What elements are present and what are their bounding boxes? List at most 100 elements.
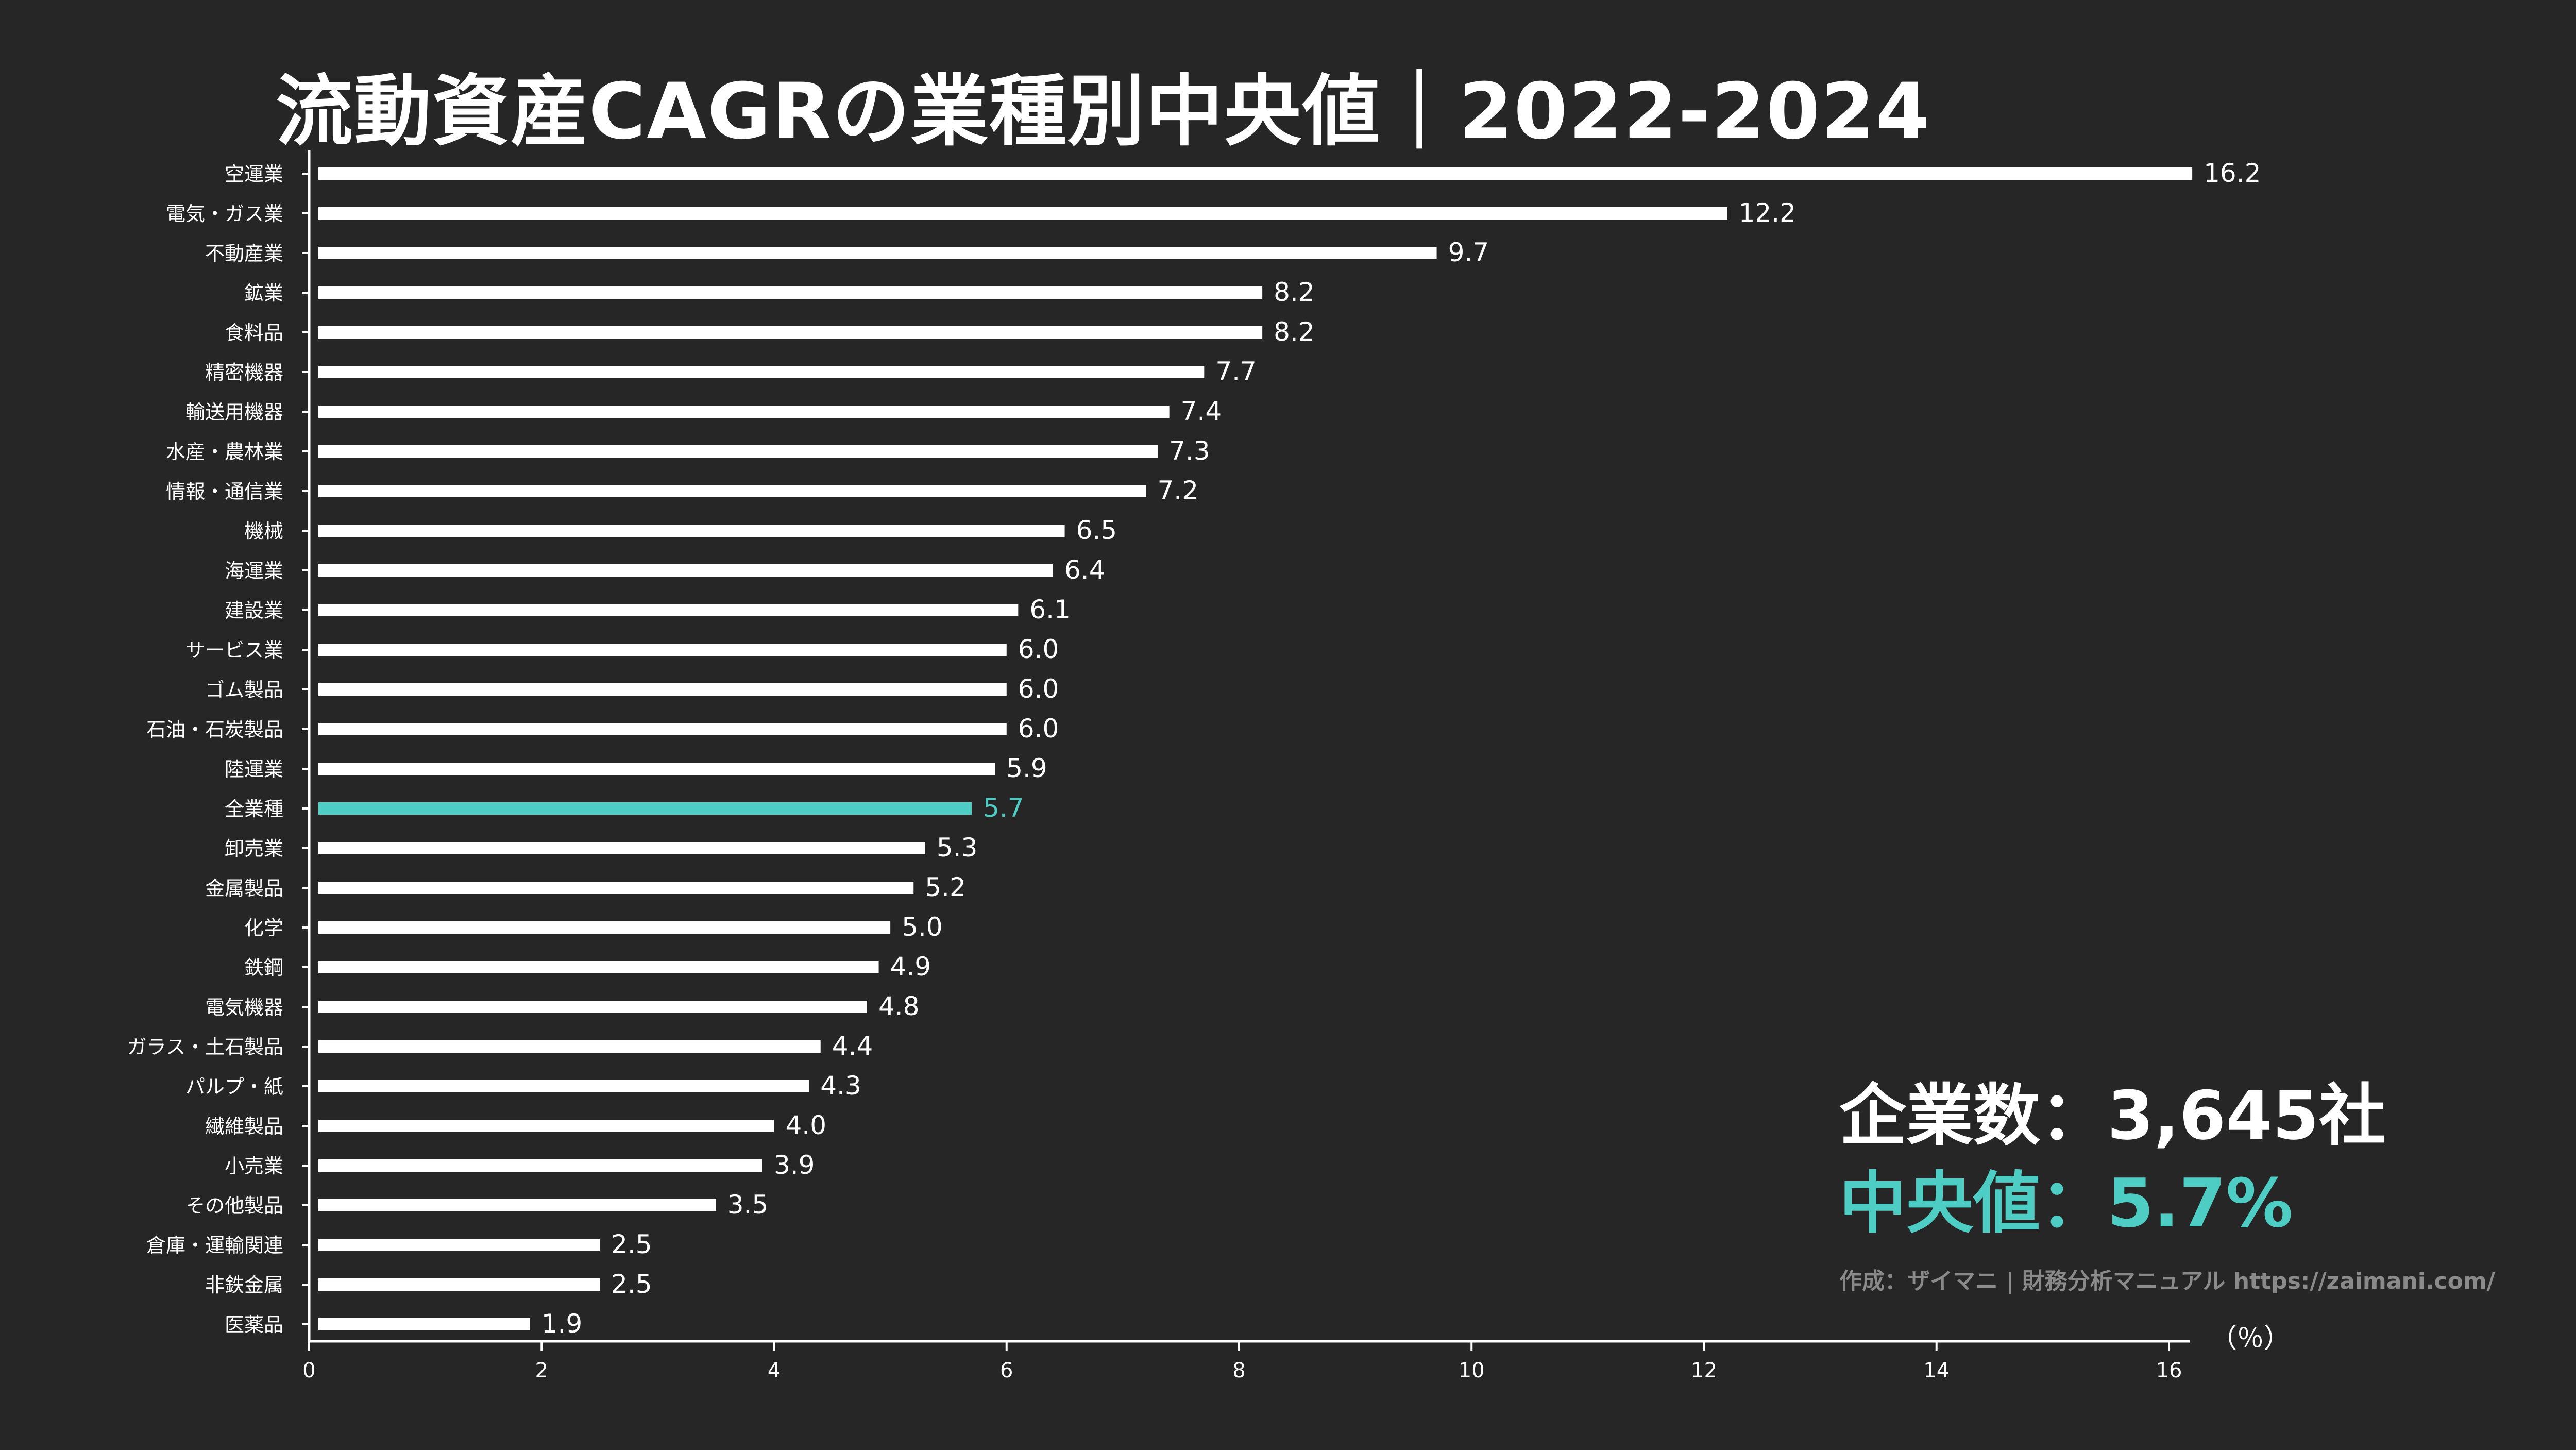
bar xyxy=(318,406,1170,418)
category-label: 倉庫・運輸関連 xyxy=(146,1234,283,1257)
value-label: 6.0 xyxy=(1018,634,1059,664)
bar xyxy=(318,525,1065,537)
bar xyxy=(318,1278,600,1291)
summary-box: 企業数：3,645社 中央値：5.7% 作成：ザイマニ | 財務分析マニュアル … xyxy=(1839,1072,2495,1295)
x-tick-label: 16 xyxy=(2156,1359,2182,1382)
bar xyxy=(318,207,1727,220)
bar xyxy=(318,564,1053,577)
category-label: 不動産業 xyxy=(205,242,283,265)
x-tick-label: 4 xyxy=(768,1359,781,1382)
value-label: 4.3 xyxy=(820,1071,861,1101)
category-label: 鉱業 xyxy=(244,282,283,305)
median-label: 中央値： xyxy=(1839,1164,2108,1242)
value-label: 4.0 xyxy=(786,1110,827,1140)
bar xyxy=(318,485,1146,497)
x-tick-label: 6 xyxy=(1000,1359,1013,1382)
bar xyxy=(318,247,1437,259)
bar xyxy=(318,286,1263,299)
bar xyxy=(318,1239,600,1251)
value-label: 5.9 xyxy=(1006,753,1047,783)
bar xyxy=(318,1120,774,1132)
credit-text: 作成：ザイマニ | 財務分析マニュアル https://zaimani.com/ xyxy=(1839,1268,2495,1294)
bar xyxy=(318,1159,762,1172)
x-unit-label: （％） xyxy=(2210,1323,2291,1354)
value-label: 16.2 xyxy=(2204,158,2261,188)
category-label: パルプ・紙 xyxy=(185,1075,283,1098)
value-label: 4.4 xyxy=(832,1031,873,1061)
category-label: 医薬品 xyxy=(225,1313,283,1336)
category-label: 小売業 xyxy=(225,1155,283,1177)
x-tick-label: 8 xyxy=(1232,1359,1245,1382)
category-label: 建設業 xyxy=(225,599,283,622)
category-label: サービス業 xyxy=(185,639,283,662)
value-label: 3.5 xyxy=(727,1190,769,1220)
bar xyxy=(318,366,1205,378)
median-value: 5.7% xyxy=(2107,1164,2293,1242)
bar xyxy=(318,1199,716,1211)
value-label: 4.8 xyxy=(878,991,920,1021)
value-label: 6.0 xyxy=(1018,674,1059,704)
category-label: 機械 xyxy=(244,520,283,543)
value-label: 2.5 xyxy=(611,1229,652,1259)
value-label: 6.4 xyxy=(1064,555,1106,585)
value-label: 12.2 xyxy=(1739,198,1796,228)
bar xyxy=(318,167,2193,180)
bar xyxy=(318,723,1007,735)
bar xyxy=(318,1001,867,1013)
bar xyxy=(318,683,1007,696)
value-label: 5.0 xyxy=(902,912,943,942)
bar xyxy=(318,1318,530,1330)
bar xyxy=(318,882,914,894)
category-label: 全業種 xyxy=(225,798,283,820)
value-label: 9.7 xyxy=(1448,238,1489,267)
category-label: 電気・ガス業 xyxy=(166,203,283,225)
category-label: 情報・通信業 xyxy=(166,480,283,503)
bar xyxy=(318,763,995,775)
value-label: 6.0 xyxy=(1018,714,1059,744)
value-label: 5.7 xyxy=(983,793,1024,823)
value-label: 7.2 xyxy=(1158,476,1199,505)
category-label: 精密機器 xyxy=(205,361,283,384)
category-label: 空運業 xyxy=(225,163,283,186)
value-label: 8.2 xyxy=(1274,277,1315,307)
company-count-value: 3,645社 xyxy=(2107,1076,2386,1155)
value-label: 8.2 xyxy=(1274,317,1315,347)
category-label: 石油・石炭製品 xyxy=(146,718,283,741)
bar xyxy=(318,842,925,854)
x-tick-label: 14 xyxy=(1923,1359,1950,1382)
x-tick-label: 10 xyxy=(1459,1359,1485,1382)
category-label: 非鉄金属 xyxy=(205,1274,283,1296)
value-label: 7.3 xyxy=(1169,436,1210,466)
category-label: 金属製品 xyxy=(205,877,283,900)
category-label: 食料品 xyxy=(225,322,283,344)
category-label: 輸送用機器 xyxy=(185,401,283,424)
category-label: 繊維製品 xyxy=(205,1115,283,1138)
bar xyxy=(318,921,891,934)
value-label: 1.9 xyxy=(541,1309,583,1339)
category-label: 鉄鋼 xyxy=(244,956,283,979)
bar xyxy=(318,1080,809,1092)
bar xyxy=(318,1040,821,1053)
category-label: 海運業 xyxy=(225,560,283,582)
value-label: 4.9 xyxy=(890,952,931,982)
value-label: 5.3 xyxy=(937,833,978,863)
median-summary: 中央値：5.7% xyxy=(1839,1159,2495,1247)
category-label: 水産・農林業 xyxy=(166,441,283,463)
value-label: 5.2 xyxy=(925,872,966,902)
category-label: 化学 xyxy=(244,917,283,939)
value-label: 7.7 xyxy=(1215,357,1257,386)
value-label: 6.1 xyxy=(1029,595,1071,625)
x-tick-label: 2 xyxy=(535,1359,548,1382)
bar xyxy=(318,802,972,815)
bar xyxy=(318,644,1007,656)
category-label: 卸売業 xyxy=(225,837,283,860)
category-label: 陸運業 xyxy=(225,758,283,781)
bar xyxy=(318,604,1019,616)
x-tick-label: 0 xyxy=(302,1359,315,1382)
company-count: 企業数：3,645社 xyxy=(1839,1072,2495,1159)
category-label: ゴム製品 xyxy=(205,679,283,701)
bar xyxy=(318,445,1158,458)
category-label: その他製品 xyxy=(185,1194,283,1217)
category-label: ガラス・土石製品 xyxy=(127,1036,283,1058)
